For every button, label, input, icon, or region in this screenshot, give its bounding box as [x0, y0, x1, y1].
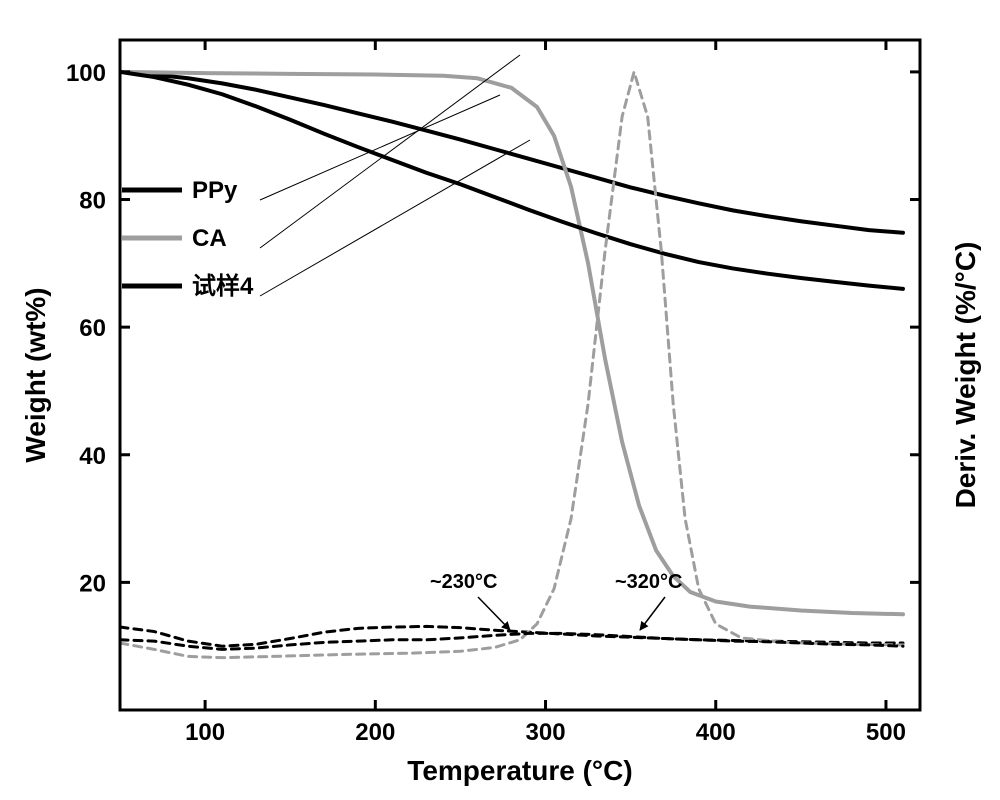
chart-svg: 100 200 300 400 500 20 40 60 80 100 Temperature (°… [0, 0, 1000, 800]
legend-label: CA [192, 225, 227, 252]
y-tick-label: 100 [66, 60, 106, 87]
x-tick-label: 300 [526, 719, 566, 746]
y-axis-title-left: Weight (wt%) [20, 287, 51, 462]
tga-dtg-chart: 100 200 300 400 500 20 40 60 80 100 Temperature (°… [0, 0, 1000, 800]
y-tick-label: 80 [79, 188, 106, 215]
annotation-label: ~230°C [430, 571, 498, 593]
y-axis-title-right: Deriv. Weight (%/°C) [950, 242, 981, 509]
x-tick-label: 100 [185, 719, 225, 746]
legend-label: 试样4 [192, 272, 254, 300]
annotation-label: ~320°C [615, 571, 683, 593]
y-tick-label: 60 [79, 315, 106, 342]
x-tick-label: 500 [866, 719, 906, 746]
x-tick-label: 200 [355, 719, 395, 746]
y-tick-label: 40 [79, 443, 106, 470]
x-tick-label: 400 [696, 719, 736, 746]
y-tick-label: 20 [79, 570, 106, 597]
legend-label: PPy [192, 177, 238, 204]
x-axis-title: Temperature (°C) [407, 755, 632, 786]
